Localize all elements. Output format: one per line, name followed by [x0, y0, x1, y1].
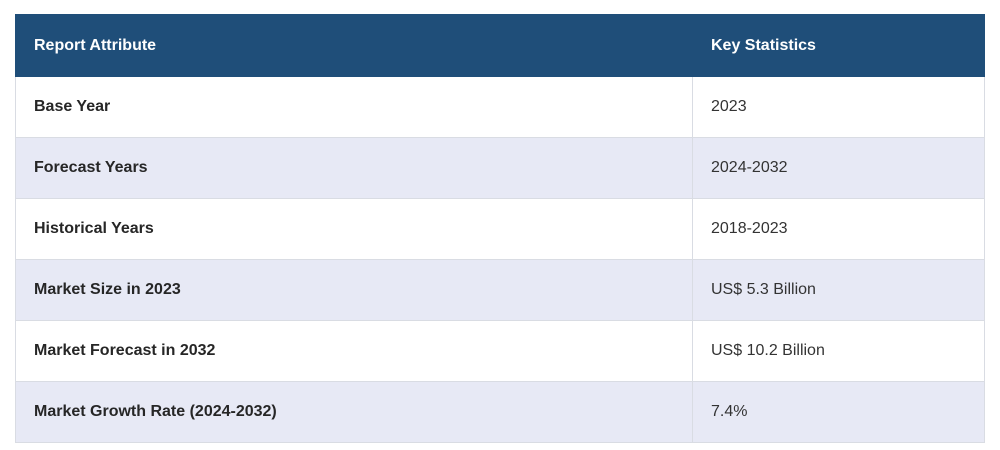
row-value-historical-years: 2018-2023 — [692, 198, 985, 260]
row-attribute-forecast-years: Forecast Years — [15, 137, 693, 199]
table-row: Market Forecast in 2032 US$ 10.2 Billion — [15, 320, 985, 382]
row-attribute-market-forecast: Market Forecast in 2032 — [15, 320, 693, 382]
header-report-attribute: Report Attribute — [15, 14, 693, 77]
table-row: Market Size in 2023 US$ 5.3 Billion — [15, 259, 985, 321]
table-row: Market Growth Rate (2024-2032) 7.4% — [15, 381, 985, 443]
row-attribute-base-year: Base Year — [15, 76, 693, 138]
table-row: Historical Years 2018-2023 — [15, 198, 985, 260]
table-header: Report Attribute Key Statistics — [15, 14, 985, 77]
row-value-market-forecast: US$ 10.2 Billion — [692, 320, 985, 382]
table-row: Base Year 2023 — [15, 76, 985, 138]
row-attribute-historical-years: Historical Years — [15, 198, 693, 260]
table-row: Forecast Years 2024-2032 — [15, 137, 985, 199]
table-body: Base Year 2023 Forecast Years 2024-2032 … — [15, 76, 985, 443]
report-statistics-table-container: Report Attribute Key Statistics Base Yea… — [15, 14, 985, 443]
header-row: Report Attribute Key Statistics — [15, 14, 985, 77]
header-key-statistics: Key Statistics — [692, 14, 985, 77]
row-value-forecast-years: 2024-2032 — [692, 137, 985, 199]
row-value-growth-rate: 7.4% — [692, 381, 985, 443]
row-value-base-year: 2023 — [692, 76, 985, 138]
report-statistics-table: Report Attribute Key Statistics Base Yea… — [15, 14, 985, 443]
row-attribute-growth-rate: Market Growth Rate (2024-2032) — [15, 381, 693, 443]
row-value-market-size: US$ 5.3 Billion — [692, 259, 985, 321]
row-attribute-market-size: Market Size in 2023 — [15, 259, 693, 321]
